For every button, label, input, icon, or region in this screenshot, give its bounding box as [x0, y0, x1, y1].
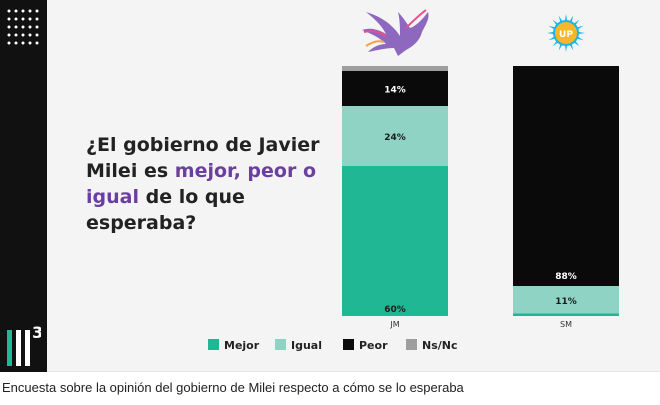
dot: [21, 33, 25, 37]
dot: [7, 41, 11, 45]
dot: [14, 41, 18, 45]
dot: [28, 9, 32, 13]
dot: [28, 25, 32, 29]
data-label: 24%: [384, 133, 406, 143]
legend-swatch: [406, 339, 417, 350]
question-line-2-plain: Milei es: [86, 160, 175, 182]
up-logo-text: UP: [559, 30, 573, 40]
phoenix-bird-icon: [362, 9, 429, 56]
question-line-4: esperaba?: [86, 212, 197, 234]
legend-label: Peor: [359, 339, 388, 352]
dot: [21, 41, 25, 45]
dot: [7, 17, 11, 21]
data-label: 14%: [384, 86, 406, 96]
data-label: 11%: [555, 297, 577, 307]
legend-label: Igual: [291, 339, 322, 352]
dot: [35, 17, 39, 21]
bar-jm-igual: [342, 106, 448, 166]
dot: [14, 25, 18, 29]
bar-jm-peor: [342, 71, 448, 106]
survey-question: ¿El gobierno de Javier Milei es mejor, p…: [86, 132, 326, 236]
image-caption: Encuesta sobre la opinión del gobierno d…: [2, 380, 464, 395]
up-sun-icon: UP: [547, 14, 585, 52]
dot: [21, 9, 25, 13]
infographic-card: 3 ¿El gobierno de Javier Milei es mejor,…: [0, 0, 660, 372]
dot: [21, 17, 25, 21]
bar-jm-mejor: [342, 166, 448, 316]
category-label: JM: [389, 320, 399, 329]
legend-swatch: [343, 339, 354, 350]
dot: [7, 33, 11, 37]
bar-sm-igual: [513, 286, 619, 314]
brand-logo-number: 3: [32, 323, 41, 342]
bar-jm-nsnc: [342, 66, 448, 71]
bar-sm-mejor: [513, 313, 619, 316]
dot: [35, 9, 39, 13]
dot: [21, 25, 25, 29]
legend-label: Mejor: [224, 339, 260, 352]
data-label: 88%: [555, 272, 577, 282]
legend-label: Ns/Nc: [422, 339, 458, 352]
question-line-1: ¿El gobierno de Javier: [86, 134, 320, 156]
brand-sidebar: 3: [0, 0, 47, 372]
bar-sm-peor: [513, 66, 619, 286]
dot: [28, 41, 32, 45]
data-label: 60%: [384, 305, 406, 315]
dot-grid-icon: [7, 9, 39, 45]
question-line-3-plain: de lo que: [138, 186, 245, 208]
legend-swatch: [275, 339, 286, 350]
bottom-rule: [47, 371, 660, 372]
brand-logo-icon: 3: [7, 323, 41, 366]
dot: [28, 17, 32, 21]
dot: [28, 33, 32, 37]
dot: [7, 25, 11, 29]
dot: [14, 33, 18, 37]
dot: [14, 17, 18, 21]
category-label: SM: [560, 320, 572, 329]
question-line-2-highlight: mejor, peor o: [174, 160, 317, 182]
dot: [7, 9, 11, 13]
dot: [35, 41, 39, 45]
stacked-bar-chart: UP 60% 24% 14% 11% 88% JM SM Mejor Igual Peor Ns…: [208, 9, 619, 352]
dot: [35, 33, 39, 37]
legend-swatch: [208, 339, 219, 350]
dot: [35, 25, 39, 29]
question-line-3-highlight: igual: [86, 186, 139, 208]
dot: [14, 9, 18, 13]
